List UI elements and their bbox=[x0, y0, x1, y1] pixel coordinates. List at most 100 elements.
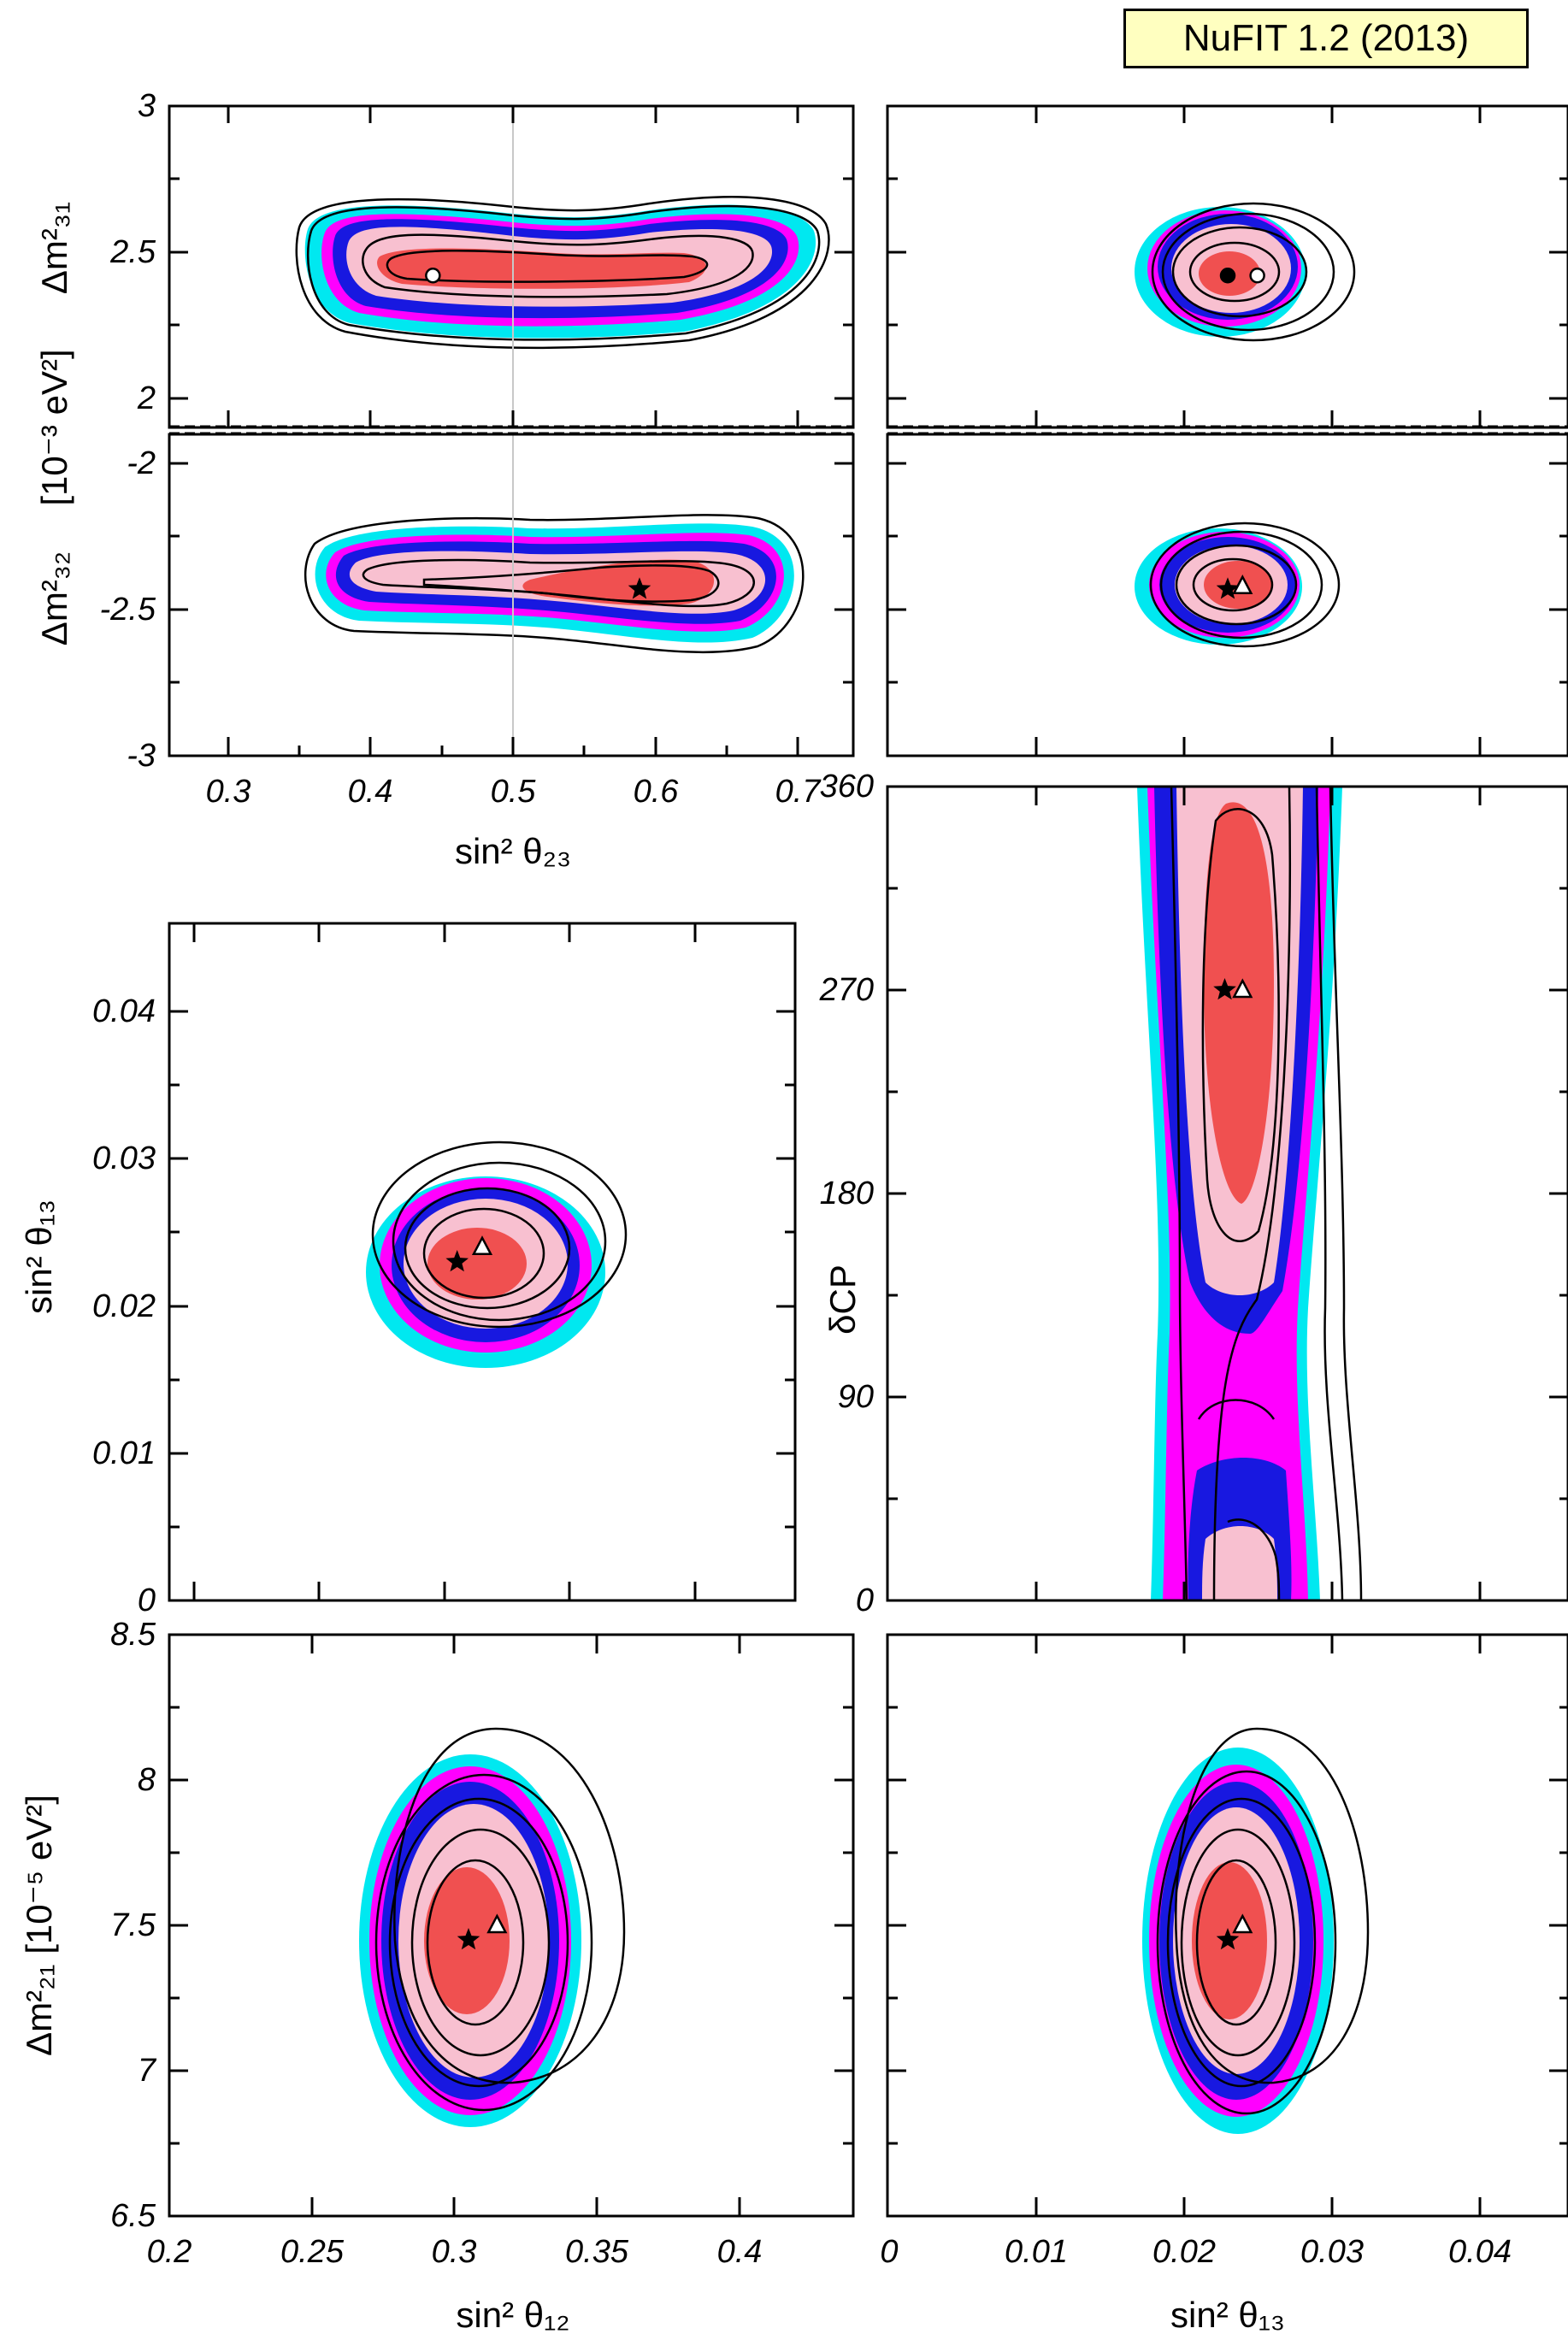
xtick-label-p8-0: 0 bbox=[880, 2234, 898, 2270]
contours-p3 bbox=[304, 514, 805, 654]
ytick-label-p7-2: 7.5 bbox=[110, 1907, 156, 1943]
ytick-label-p1-1: 2.5 bbox=[109, 234, 156, 270]
yticks-p7 bbox=[169, 1633, 853, 2218]
xtick-label-p7-3: 0.35 bbox=[565, 2234, 629, 2270]
xtick-label-p3-1: 0.4 bbox=[348, 774, 393, 810]
frame-p4 bbox=[886, 433, 1568, 757]
marker-p7-star-0 bbox=[457, 1928, 480, 1950]
ylabel-p1: Δm²₃₁ bbox=[34, 202, 74, 294]
ytick-label-p3-1: -2.5 bbox=[100, 592, 156, 628]
ordering-separator bbox=[169, 425, 1568, 435]
ylabel-p6: δCP bbox=[822, 1264, 863, 1335]
contours-p1 bbox=[295, 196, 830, 350]
yticks-p2 bbox=[887, 177, 1568, 400]
ytick-label-p1-2: 3 bbox=[138, 88, 156, 124]
panel-dm31-s23: 2 2.5 3 Δm²₃₁ bbox=[34, 88, 855, 429]
xlabel-p7: sin² θ₁₂ bbox=[456, 2295, 569, 2335]
markers-p7 bbox=[457, 1913, 508, 1950]
marker-p4-triangle-open-1 bbox=[1232, 575, 1253, 594]
ytick-label-p5-4: 0.04 bbox=[92, 993, 156, 1029]
panel-dm32-s13 bbox=[886, 433, 1568, 757]
ylabel-p7: Δm²₂₁ [10⁻⁵ eV²] bbox=[19, 1795, 59, 2056]
ytick-label-p6-2: 180 bbox=[820, 1176, 874, 1211]
contours-p5 bbox=[366, 1141, 628, 1368]
panel-s13-s12: 0 0.01 0.02 0.03 0.04 sin² θ₁₃ bbox=[19, 922, 797, 1618]
xtick-label-p3-4: 0.7 bbox=[775, 774, 822, 810]
marker-p8-star-0 bbox=[1216, 1928, 1240, 1950]
frame-p5 bbox=[168, 922, 797, 1602]
xtick-label-p7-0: 0.2 bbox=[147, 2234, 192, 2270]
xtick-label-p8-2: 0.02 bbox=[1152, 2234, 1216, 2270]
xlabel-p3: sin² θ₂₃ bbox=[455, 831, 571, 871]
panel-dm32-s23: -2 -2.5 -3 0.3 0.4 0.5 0.6 0.7 sin² θ₂₃ … bbox=[34, 349, 855, 871]
marker-p8-triangle-open-1 bbox=[1232, 1913, 1253, 1934]
panel-dm21-s13: 0 0.01 0.02 0.03 0.04 sin² θ₁₃ bbox=[880, 1633, 1568, 2335]
xticks-p3 bbox=[227, 737, 799, 756]
ytick-label-p6-1: 90 bbox=[838, 1379, 874, 1415]
ytick-label-p6-4: 360 bbox=[820, 769, 874, 805]
ytick-label-p1-0: 2 bbox=[137, 380, 156, 416]
contours-p2 bbox=[1135, 202, 1356, 342]
xticks-p5 bbox=[192, 923, 697, 1600]
ytick-label-p5-0: 0 bbox=[138, 1583, 156, 1618]
ylabel-p3: Δm²₃₂ bbox=[34, 551, 74, 645]
ytick-label-p7-1: 7 bbox=[138, 2053, 157, 2089]
xtick-label-p8-3: 0.03 bbox=[1300, 2234, 1364, 2270]
xtick-label-p7-1: 0.25 bbox=[280, 2234, 345, 2270]
xticks-p8 bbox=[1035, 1635, 1482, 2216]
ytick-label-p7-4: 8.5 bbox=[110, 1617, 156, 1653]
xticks-p7 bbox=[168, 1635, 741, 2216]
ytick-label-p3-0: -2 bbox=[127, 445, 156, 481]
xlabel-p8: sin² θ₁₃ bbox=[1170, 2295, 1285, 2335]
yticks-p3 bbox=[169, 462, 853, 757]
ytick-label-p5-1: 0.01 bbox=[92, 1435, 156, 1471]
marker-p1-circle-open-0 bbox=[425, 268, 441, 284]
contours-p6 bbox=[1137, 786, 1363, 1601]
xtick-label-p8-1: 0.01 bbox=[1005, 2234, 1068, 2270]
ytick-label-p7-0: 6.5 bbox=[110, 2198, 156, 2234]
xtick-label-p3-0: 0.3 bbox=[206, 774, 251, 810]
contours-p4 bbox=[1135, 522, 1341, 648]
xtick-label-p8-4: 0.04 bbox=[1448, 2234, 1512, 2270]
frame-p3 bbox=[168, 433, 855, 757]
panel-dm21-s12: 6.5 7 7.5 8 8.5 0.2 0.25 0.3 0.35 0.4 si… bbox=[19, 1617, 855, 2335]
panel-dm31-s13 bbox=[886, 104, 1568, 429]
yticks-p4 bbox=[887, 462, 1568, 684]
ytick-label-p5-3: 0.03 bbox=[92, 1141, 156, 1176]
markers-p5 bbox=[445, 1235, 493, 1272]
xtick-label-p7-2: 0.3 bbox=[432, 2234, 477, 2270]
marker-p5-triangle-open-1 bbox=[471, 1235, 493, 1256]
xtick-label-p3-3: 0.6 bbox=[634, 774, 680, 810]
yticks-p5 bbox=[169, 1010, 795, 1602]
ytick-label-p5-2: 0.02 bbox=[92, 1288, 156, 1324]
ytick-label-p6-0: 0 bbox=[856, 1583, 874, 1618]
yticks-p8 bbox=[887, 1706, 1568, 2145]
markers-p8 bbox=[1216, 1913, 1253, 1950]
xtick-label-p7-4: 0.4 bbox=[717, 2234, 763, 2270]
marker-p2-circle-filled-0 bbox=[1219, 268, 1236, 284]
markers-p6 bbox=[1213, 978, 1253, 1000]
xtick-label-p3-2: 0.5 bbox=[491, 774, 537, 810]
markers-p4 bbox=[1216, 575, 1253, 599]
xticks-p1 bbox=[227, 106, 799, 427]
marker-p7-triangle-open-1 bbox=[486, 1913, 508, 1934]
shared-ylabel-units: [10⁻³ eV²] bbox=[34, 349, 74, 505]
marker-p6-triangle-open-1 bbox=[1232, 978, 1253, 999]
marker-p3-star-0 bbox=[628, 577, 651, 599]
ytick-label-p6-3: 270 bbox=[819, 972, 874, 1008]
yticks-p6 bbox=[887, 785, 1568, 1602]
panel-dcp-s13: 0 90 180 270 360 δCP bbox=[819, 769, 1568, 1618]
ylabel-p5: sin² θ₁₃ bbox=[19, 1199, 59, 1314]
version-badge: NuFIT 1.2 (2013) bbox=[1123, 9, 1529, 68]
markers-p2 bbox=[1219, 268, 1265, 284]
xticks-p6 bbox=[1035, 787, 1482, 1600]
marker-p2-circle-open-1 bbox=[1249, 268, 1265, 284]
yticks-p1 bbox=[169, 104, 853, 400]
ytick-label-p3-2: -3 bbox=[127, 738, 156, 774]
marker-p6-star-0 bbox=[1213, 978, 1236, 1000]
marker-p5-star-0 bbox=[445, 1250, 469, 1272]
contours-p8 bbox=[1142, 1727, 1370, 2134]
xticks-p4 bbox=[1035, 737, 1482, 756]
xticks-p2 bbox=[1035, 106, 1482, 427]
